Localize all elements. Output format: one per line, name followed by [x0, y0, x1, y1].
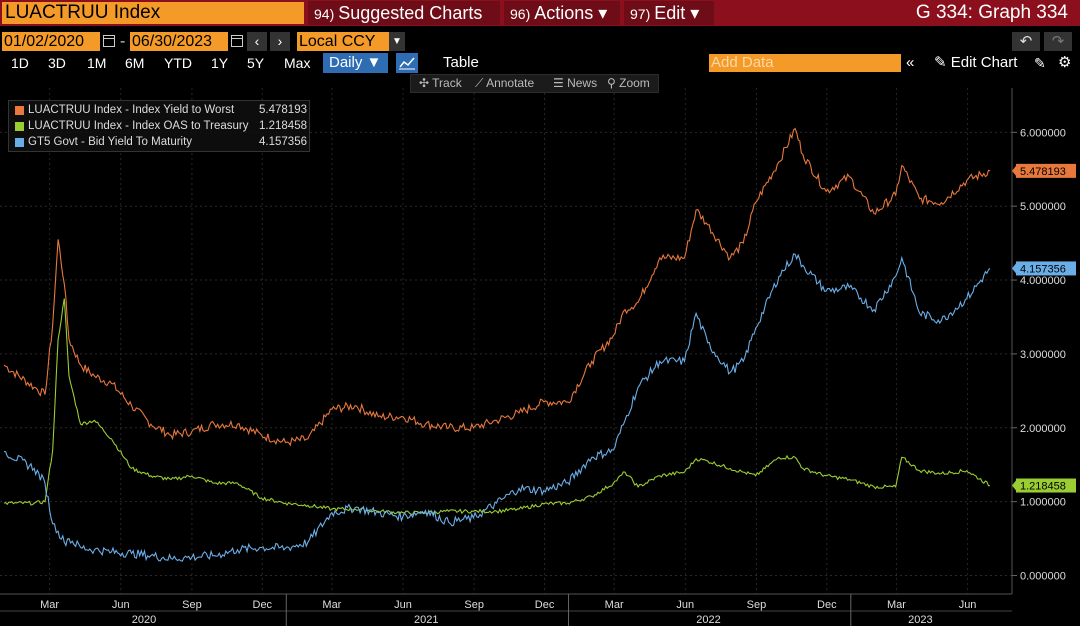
series-line: [3, 298, 991, 515]
gear-icon[interactable]: ⚙: [1058, 54, 1072, 71]
edit-icon[interactable]: ✎: [1034, 55, 1046, 71]
period-1y[interactable]: 1Y: [211, 55, 229, 71]
suggested-charts-menu[interactable]: 94) Suggested Charts: [308, 1, 500, 25]
track-tool[interactable]: ✣ Track: [419, 76, 462, 90]
zoom-tool[interactable]: ⚲ Zoom: [607, 76, 650, 90]
menu-number: 97): [630, 6, 651, 22]
graph-title: G 334: Graph 334: [915, 2, 1068, 23]
y-tick-label: 1.000000: [1020, 497, 1066, 509]
annotate-tool[interactable]: ⟋ Annotate: [475, 76, 535, 90]
period-ytd[interactable]: YTD: [164, 55, 192, 71]
table-view-button[interactable]: Table: [443, 54, 479, 71]
x-tick-label: Dec: [535, 599, 555, 611]
x-year-label: 2021: [414, 614, 438, 626]
title-bar: LUACTRUU Index 94) Suggested Charts 96) Ac…: [0, 0, 1080, 26]
undo-button[interactable]: ↶: [1012, 32, 1040, 51]
last-value-tag: [1016, 261, 1076, 276]
end-date-field[interactable]: 06/30/2023: [130, 32, 228, 51]
period-1m[interactable]: 1M: [87, 55, 107, 71]
start-date-field[interactable]: 01/02/2020: [2, 32, 100, 51]
date-range-bar: 01/02/2020 - 06/30/2023 ‹ › Local CCY ▼ …: [0, 30, 1080, 52]
period-3d[interactable]: 3D: [48, 55, 66, 71]
x-tick-label: Mar: [322, 599, 341, 611]
legend-item[interactable]: GT5 Govt - Bid Yield To Maturity 4.15735…: [15, 135, 309, 150]
last-value-label: 1.218458: [1020, 481, 1066, 493]
x-tick-label: Sep: [182, 599, 202, 611]
menu-number: 94): [314, 6, 335, 22]
menu-label: Actions ▾: [534, 3, 608, 23]
period-6m[interactable]: 6M: [125, 55, 145, 71]
edit-chart-button[interactable]: ✎ Edit Chart: [934, 54, 1018, 71]
x-tick-label: Jun: [394, 599, 412, 611]
x-tick-label: Sep: [747, 599, 767, 611]
legend-label: GT5 Govt - Bid Yield To Maturity: [28, 136, 193, 148]
last-value-tag: [1016, 163, 1076, 178]
redo-button[interactable]: ↷: [1044, 32, 1072, 51]
previous-period-button[interactable]: ‹: [247, 32, 267, 51]
edit-menu[interactable]: 97) Edit ▾: [624, 1, 714, 25]
legend-label: LUACTRUU Index - Index Yield to Worst: [28, 104, 235, 116]
legend-item[interactable]: LUACTRUU Index - Index OAS to Treasury 1…: [15, 119, 309, 134]
collapse-icon[interactable]: «: [906, 54, 915, 71]
chart-background: [0, 74, 1080, 626]
x-year-label: 2020: [132, 614, 156, 626]
legend-value: 4.157356: [259, 136, 307, 148]
y-tick-label: 3.000000: [1020, 349, 1066, 361]
menu-label: Edit ▾: [654, 3, 700, 23]
legend-item[interactable]: LUACTRUU Index - Index Yield to Worst 5.…: [15, 103, 309, 118]
x-tick-label: Sep: [464, 599, 484, 611]
actions-menu[interactable]: 96) Actions ▾: [504, 1, 620, 25]
x-tick-label: Jun: [112, 599, 130, 611]
last-value-label: 4.157356: [1020, 263, 1066, 275]
period-1d[interactable]: 1D: [11, 55, 29, 71]
period-max[interactable]: Max: [284, 55, 311, 71]
security-ticker-field[interactable]: LUACTRUU Index: [2, 2, 304, 24]
period-5y[interactable]: 5Y: [247, 55, 265, 71]
y-tick-label: 6.000000: [1020, 127, 1066, 139]
last-value-pointer: [1012, 165, 1016, 176]
period-bar: 1D 3D 1M 6M YTD 1Y 5Y Max Daily ▼ Table …: [0, 52, 1080, 73]
x-tick-label: Jun: [676, 599, 694, 611]
chevron-down-icon[interactable]: ▼: [389, 32, 405, 51]
x-tick-label: Dec: [253, 599, 273, 611]
menu-number: 96): [510, 6, 531, 22]
last-value-tag: [1016, 478, 1076, 493]
calendar-icon[interactable]: [231, 35, 243, 47]
currency-field[interactable]: Local CCY: [297, 32, 389, 51]
y-tick-label: 2.000000: [1020, 423, 1066, 435]
date-separator: -: [120, 33, 126, 50]
y-tick-label: 0.000000: [1020, 571, 1066, 583]
x-year-label: 2022: [696, 614, 720, 626]
last-value-label: 5.478193: [1020, 166, 1066, 178]
line-chart-icon[interactable]: [396, 53, 418, 73]
x-tick-label: Mar: [605, 599, 624, 611]
last-value-pointer: [1012, 480, 1016, 491]
legend-swatch: [15, 138, 24, 147]
legend-value: 5.478193: [259, 104, 307, 116]
add-data-input[interactable]: Add Data: [709, 54, 901, 72]
chart-area[interactable]: 0.000000 1.000000 2.000000 3.000000 4.000000…: [0, 74, 1080, 626]
x-tick-label: Mar: [887, 599, 906, 611]
line-chart[interactable]: 0.000000 1.000000 2.000000 3.000000 4.000000…: [0, 74, 1080, 626]
y-tick-label: 4.000000: [1020, 275, 1066, 287]
x-tick-label: Dec: [817, 599, 837, 611]
x-tick-label: Jun: [959, 599, 977, 611]
legend-value: 1.218458: [259, 120, 307, 132]
series-line: [3, 127, 991, 447]
legend-swatch: [15, 122, 24, 131]
last-value-pointer: [1012, 263, 1016, 274]
x-tick-label: Mar: [40, 599, 59, 611]
menu-label: Suggested Charts: [338, 3, 483, 23]
series-line: [3, 253, 991, 562]
chart-tools-bar: ✣ Track ⟋ Annotate ☰ News ⚲ Zoom: [410, 74, 659, 93]
x-year-label: 2023: [908, 614, 932, 626]
news-tool[interactable]: ☰ News: [553, 76, 598, 90]
y-tick-label: 5.000000: [1020, 201, 1066, 213]
frequency-dropdown[interactable]: Daily ▼: [323, 53, 388, 73]
legend-swatch: [15, 106, 24, 115]
legend-label: LUACTRUU Index - Index OAS to Treasury: [28, 120, 249, 132]
calendar-icon[interactable]: [103, 35, 115, 47]
next-period-button[interactable]: ›: [270, 32, 290, 51]
chart-legend: LUACTRUU Index - Index Yield to Worst 5.…: [8, 100, 310, 152]
